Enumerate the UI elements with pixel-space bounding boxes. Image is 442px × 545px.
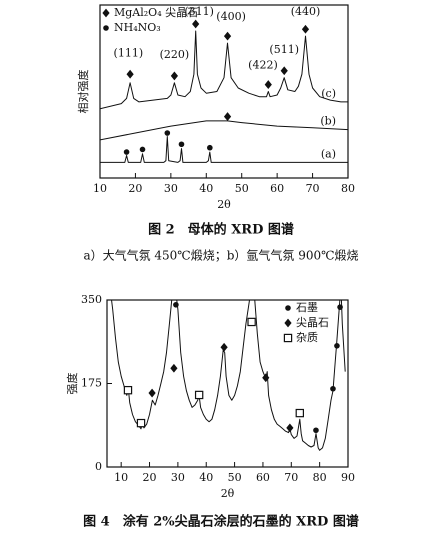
x-tick-label: 20 [143, 471, 157, 484]
x-tick-label: 10 [114, 471, 128, 484]
marker-diamond [220, 342, 228, 352]
marker-square [247, 317, 256, 327]
y-tick-label: 175 [81, 377, 102, 390]
xrd-trace [100, 136, 348, 163]
y-tick-label: 350 [81, 293, 102, 306]
marker-circle [207, 144, 213, 151]
x-tick-label: 80 [313, 471, 327, 484]
x-tick-label: 90 [341, 471, 355, 484]
caption: 图 4 涂有 2%尖晶石涂层的石墨的 XRD 图谱 [83, 514, 359, 530]
peak-label: (422) [248, 59, 278, 72]
peak-label: (400) [216, 10, 246, 23]
marker-diamond [264, 80, 272, 89]
legend-label: 尖晶石 [296, 316, 329, 329]
legend-label: 石墨 [296, 301, 318, 314]
peak-label: (440) [291, 5, 321, 18]
marker-square [123, 385, 133, 395]
marker-diamond [126, 69, 134, 79]
plot-frame [99, 4, 349, 179]
x-axis-label: 2θ [217, 198, 231, 211]
peak-label: (311) [184, 5, 214, 18]
legend-symbol [102, 8, 110, 18]
marker-circle [173, 301, 179, 308]
y-axis-label: 强度 [65, 373, 79, 395]
subcaption: a）大气气氛 450℃煅烧；b）氩气气氛 900℃煅烧 [83, 248, 358, 263]
trace-label: (a) [321, 147, 336, 160]
x-tick-label: 50 [228, 471, 242, 484]
trace-label: (c) [321, 87, 336, 100]
x-axis-label: 2θ [221, 487, 235, 500]
marker-square [295, 408, 305, 418]
marker-circle [178, 141, 185, 148]
xrd-trace [100, 120, 348, 141]
xrd-trace [111, 300, 346, 451]
marker-diamond [301, 24, 310, 34]
marker-circle [313, 427, 319, 434]
marker-diamond [170, 71, 178, 81]
y-tick-label: 0 [95, 460, 102, 473]
legend-symbol [283, 333, 293, 343]
legend-label: MgAl₂O₄ 尖晶石 [114, 6, 198, 19]
marker-circle [337, 304, 343, 310]
trace-label: (b) [320, 115, 336, 128]
x-tick-label: 40 [199, 182, 213, 195]
marker-square [136, 418, 146, 428]
x-tick-label: 20 [128, 182, 142, 195]
x-tick-label: 30 [164, 182, 178, 195]
marker-circle [330, 385, 336, 392]
x-tick-label: 70 [306, 182, 320, 195]
marker-diamond [170, 363, 178, 373]
peak-label: (220) [160, 48, 190, 61]
xrd-trace [100, 30, 348, 110]
marker-diamond [223, 112, 232, 121]
x-tick-label: 40 [199, 471, 213, 484]
peak-label: (511) [269, 43, 299, 56]
peak-label: (111) [114, 46, 144, 59]
marker-diamond [262, 373, 270, 383]
legend-label: 杂质 [296, 331, 318, 344]
legend-symbol [103, 25, 109, 31]
legend-symbol [284, 318, 292, 328]
x-tick-label: 10 [93, 182, 107, 195]
x-tick-label: 60 [256, 471, 270, 484]
marker-circle [334, 343, 340, 349]
x-tick-label: 80 [341, 182, 355, 195]
x-tick-label: 30 [171, 471, 185, 484]
marker-diamond [192, 19, 200, 29]
marker-circle [123, 149, 130, 155]
legend-symbol [285, 305, 291, 311]
legend-label: NH₄NO₃ [114, 21, 161, 34]
marker-circle [164, 130, 171, 136]
x-tick-label: 70 [284, 471, 298, 484]
marker-circle [139, 146, 146, 153]
x-tick-label: 50 [235, 182, 249, 195]
marker-diamond [286, 423, 294, 433]
marker-diamond [280, 66, 288, 76]
x-tick-label: 60 [270, 182, 284, 195]
marker-square [194, 390, 204, 400]
marker-diamond [148, 388, 156, 398]
caption: 图 2 母体的 XRD 图谱 [148, 222, 294, 238]
marker-diamond [223, 31, 232, 41]
y-axis-label: 相对强度 [76, 70, 90, 114]
